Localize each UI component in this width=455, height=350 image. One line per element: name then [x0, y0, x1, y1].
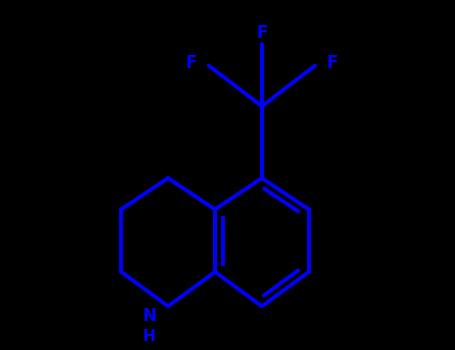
Text: F: F: [186, 54, 197, 71]
Text: N: N: [142, 307, 157, 325]
Text: F: F: [256, 23, 268, 42]
Text: F: F: [327, 54, 338, 71]
Text: H: H: [143, 329, 156, 344]
